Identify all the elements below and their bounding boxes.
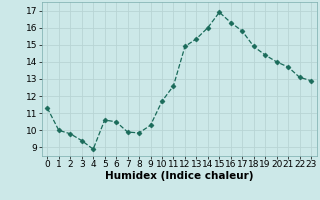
X-axis label: Humidex (Indice chaleur): Humidex (Indice chaleur) xyxy=(105,171,253,181)
